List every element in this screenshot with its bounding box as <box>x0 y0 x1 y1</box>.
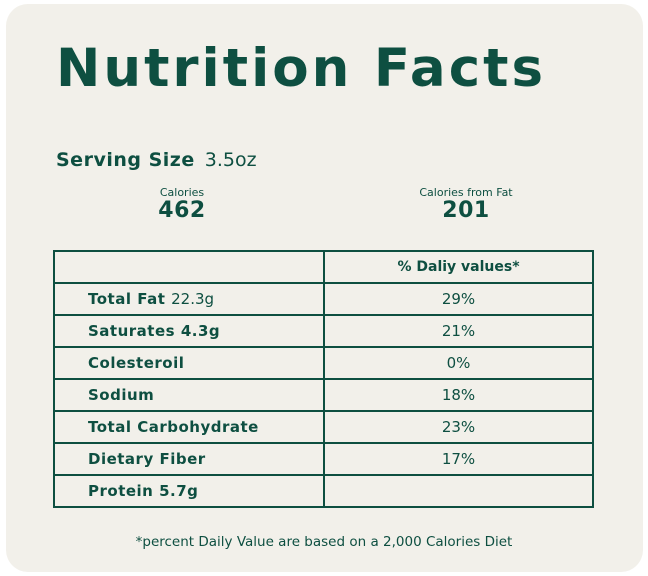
nutrient-daily-value: 21% <box>323 314 594 348</box>
nutrient-label: Dietary Fiber <box>88 450 206 468</box>
table-row: Dietary Fiber 17% <box>53 442 594 476</box>
nutrition-table: % Daliy values* Total Fat 22.3g 29% Satu… <box>53 250 594 508</box>
table-row: Total Carbohydrate 23% <box>53 410 594 444</box>
calories-stat: Calories 462 <box>82 186 282 223</box>
nutrient-daily-value: 29% <box>323 282 594 316</box>
nutrient-name: Total Fat 22.3g <box>53 282 325 316</box>
calories-from-fat-stat: Calories from Fat 201 <box>366 186 566 223</box>
nutrient-label: Sodium <box>88 386 155 404</box>
nutrient-label: Total Fat <box>88 290 166 308</box>
nutrient-name: Sodium <box>53 378 325 412</box>
calories-from-fat-value: 201 <box>442 198 490 223</box>
nutrient-daily-value: 17% <box>323 442 594 476</box>
nutrient-label: Colesteroil <box>88 354 185 372</box>
serving-size-value: 3.5oz <box>204 149 257 171</box>
nutrient-label: Saturates <box>88 322 176 340</box>
nutrient-daily-value: 23% <box>323 410 594 444</box>
nutrient-name: Colesteroil <box>53 346 325 380</box>
calories-from-fat-label: Calories from Fat <box>419 186 513 199</box>
nutrient-name: Saturates 4.3g <box>53 314 325 348</box>
serving-size-label: Serving Size <box>56 149 195 171</box>
table-row: Protein 5.7g <box>53 474 594 508</box>
table-row: Sodium 18% <box>53 378 594 412</box>
nutrient-amount: 4.3g <box>180 322 221 340</box>
nutrient-label: Protein 5.7g <box>88 482 199 500</box>
nutrient-name: Total Carbohydrate <box>53 410 325 444</box>
header-daily-cell: % Daliy values* <box>323 250 594 284</box>
footnote: *percent Daily Value are based on a 2,00… <box>135 534 513 550</box>
nutrient-amount: 22.3g <box>171 290 215 308</box>
table-header-row: % Daliy values* <box>53 250 594 284</box>
calories-label: Calories <box>159 186 205 199</box>
header-name-cell <box>53 250 325 284</box>
table-row: Saturates 4.3g 21% <box>53 314 594 348</box>
nutrient-daily-value: 18% <box>323 378 594 412</box>
nutrient-name: Dietary Fiber <box>53 442 325 476</box>
table-row: Colesteroil 0% <box>53 346 594 380</box>
page-title: Nutrition Facts <box>56 38 546 99</box>
nutrient-label: Total Carbohydrate <box>88 418 259 436</box>
nutrient-daily-value <box>323 474 594 508</box>
serving-size: Serving Size 3.5oz <box>56 149 257 171</box>
table-row: Total Fat 22.3g 29% <box>53 282 594 316</box>
calories-value: 462 <box>158 198 206 223</box>
nutrient-daily-value: 0% <box>323 346 594 380</box>
nutrient-name: Protein 5.7g <box>53 474 325 508</box>
